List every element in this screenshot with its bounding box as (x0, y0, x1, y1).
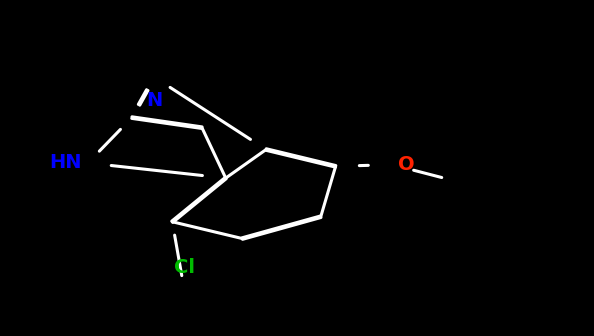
Text: N: N (146, 91, 163, 110)
Text: O: O (398, 155, 415, 174)
Text: Cl: Cl (173, 258, 195, 277)
Text: HN: HN (49, 154, 82, 172)
